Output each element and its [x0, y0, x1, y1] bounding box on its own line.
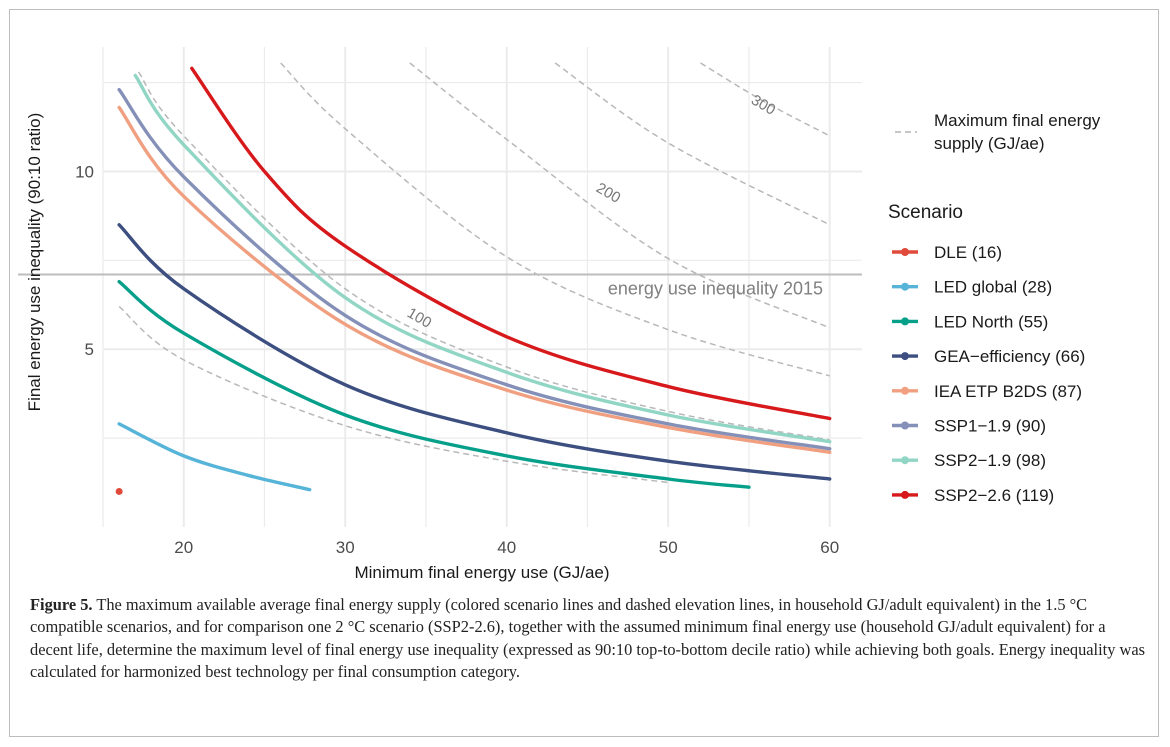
reference-line-group: energy use inequality 2015	[18, 273, 862, 299]
series-line	[133, 73, 832, 444]
legend-label: SSP2−1.9 (98)	[934, 451, 1046, 470]
legend-items: DLE (16) LED global (28) LED North (55) GEA…	[892, 243, 1085, 505]
legend-label: LED North (55)	[934, 312, 1048, 331]
series-line	[117, 87, 832, 451]
caption-label: Figure 5.	[30, 595, 93, 614]
y-tick-label: 10	[75, 162, 94, 181]
legend-key-point	[901, 456, 909, 465]
legend-key-point	[901, 352, 909, 361]
legend-label: LED global (28)	[934, 278, 1052, 297]
legend-label: GEA−efficiency (66)	[934, 347, 1085, 366]
legend-item: LED global (28)	[892, 278, 1052, 297]
contour-line	[409, 62, 830, 329]
legend-item: LED North (55)	[892, 312, 1048, 331]
x-tick-label: 50	[659, 538, 678, 557]
legend-label: DLE (16)	[934, 243, 1002, 262]
legend-dashed-line1: Maximum final energy	[934, 111, 1101, 130]
legend-item: SSP2−2.6 (119)	[892, 486, 1054, 505]
legend-title: Scenario	[888, 202, 963, 223]
legend-key-point	[901, 282, 909, 291]
y-tick-label: 5	[85, 340, 94, 359]
y-axis-title: Final energy use inequality (90:10 ratio…	[25, 113, 44, 412]
figure-frame	[9, 9, 1159, 737]
legend-item: IEA ETP B2DS (87)	[892, 382, 1082, 401]
series-line	[117, 105, 832, 455]
contour-line	[700, 62, 831, 137]
reference-line-label: energy use inequality 2015	[608, 279, 823, 299]
legend-label: IEA ETP B2DS (87)	[934, 382, 1082, 401]
x-axis-title: Minimum final energy use (GJ/ae)	[354, 563, 609, 582]
contour-line	[554, 62, 831, 226]
contour-label: 100	[404, 304, 434, 331]
contour-label: 200	[593, 179, 623, 206]
legend-key-point	[901, 421, 909, 430]
legend-label: SSP1−1.9 (90)	[934, 417, 1046, 436]
series-lines	[115, 66, 832, 495]
caption-text: The maximum available average final ener…	[30, 595, 1145, 682]
x-tick-label: 20	[174, 538, 193, 557]
legend-item: SSP2−1.9 (98)	[892, 451, 1046, 470]
legend-dashed-key-label: Maximum final energy supply (GJ/ae)	[934, 111, 1101, 153]
contour-line	[137, 71, 830, 441]
x-tick-label: 30	[336, 538, 355, 557]
legend-key-point	[901, 317, 909, 326]
legend: Maximum final energy supply (GJ/ae) Scena…	[888, 111, 1101, 505]
legend-item: DLE (16)	[892, 243, 1002, 262]
figure-caption: Figure 5. The maximum available average …	[30, 594, 1145, 684]
legend-key-point	[901, 248, 909, 256]
x-tick-label: 40	[497, 538, 516, 557]
series-line	[190, 66, 832, 421]
series-line	[117, 422, 312, 492]
contour-line	[118, 305, 669, 484]
legend-label: SSP2−2.6 (119)	[934, 486, 1054, 505]
legend-item: GEA−efficiency (66)	[892, 347, 1085, 366]
contour-line	[280, 62, 830, 377]
series-line	[117, 223, 832, 481]
series-line	[117, 279, 751, 489]
x-tick-label: 60	[820, 538, 839, 557]
legend-key-point	[901, 386, 909, 395]
legend-item: SSP1−1.9 (90)	[892, 417, 1046, 436]
axes: Minimum final energy use (GJ/ae) Final e…	[25, 113, 839, 582]
legend-key-point	[901, 490, 909, 499]
series-point	[115, 487, 123, 495]
legend-dashed-line2: supply (GJ/ae)	[934, 134, 1045, 153]
